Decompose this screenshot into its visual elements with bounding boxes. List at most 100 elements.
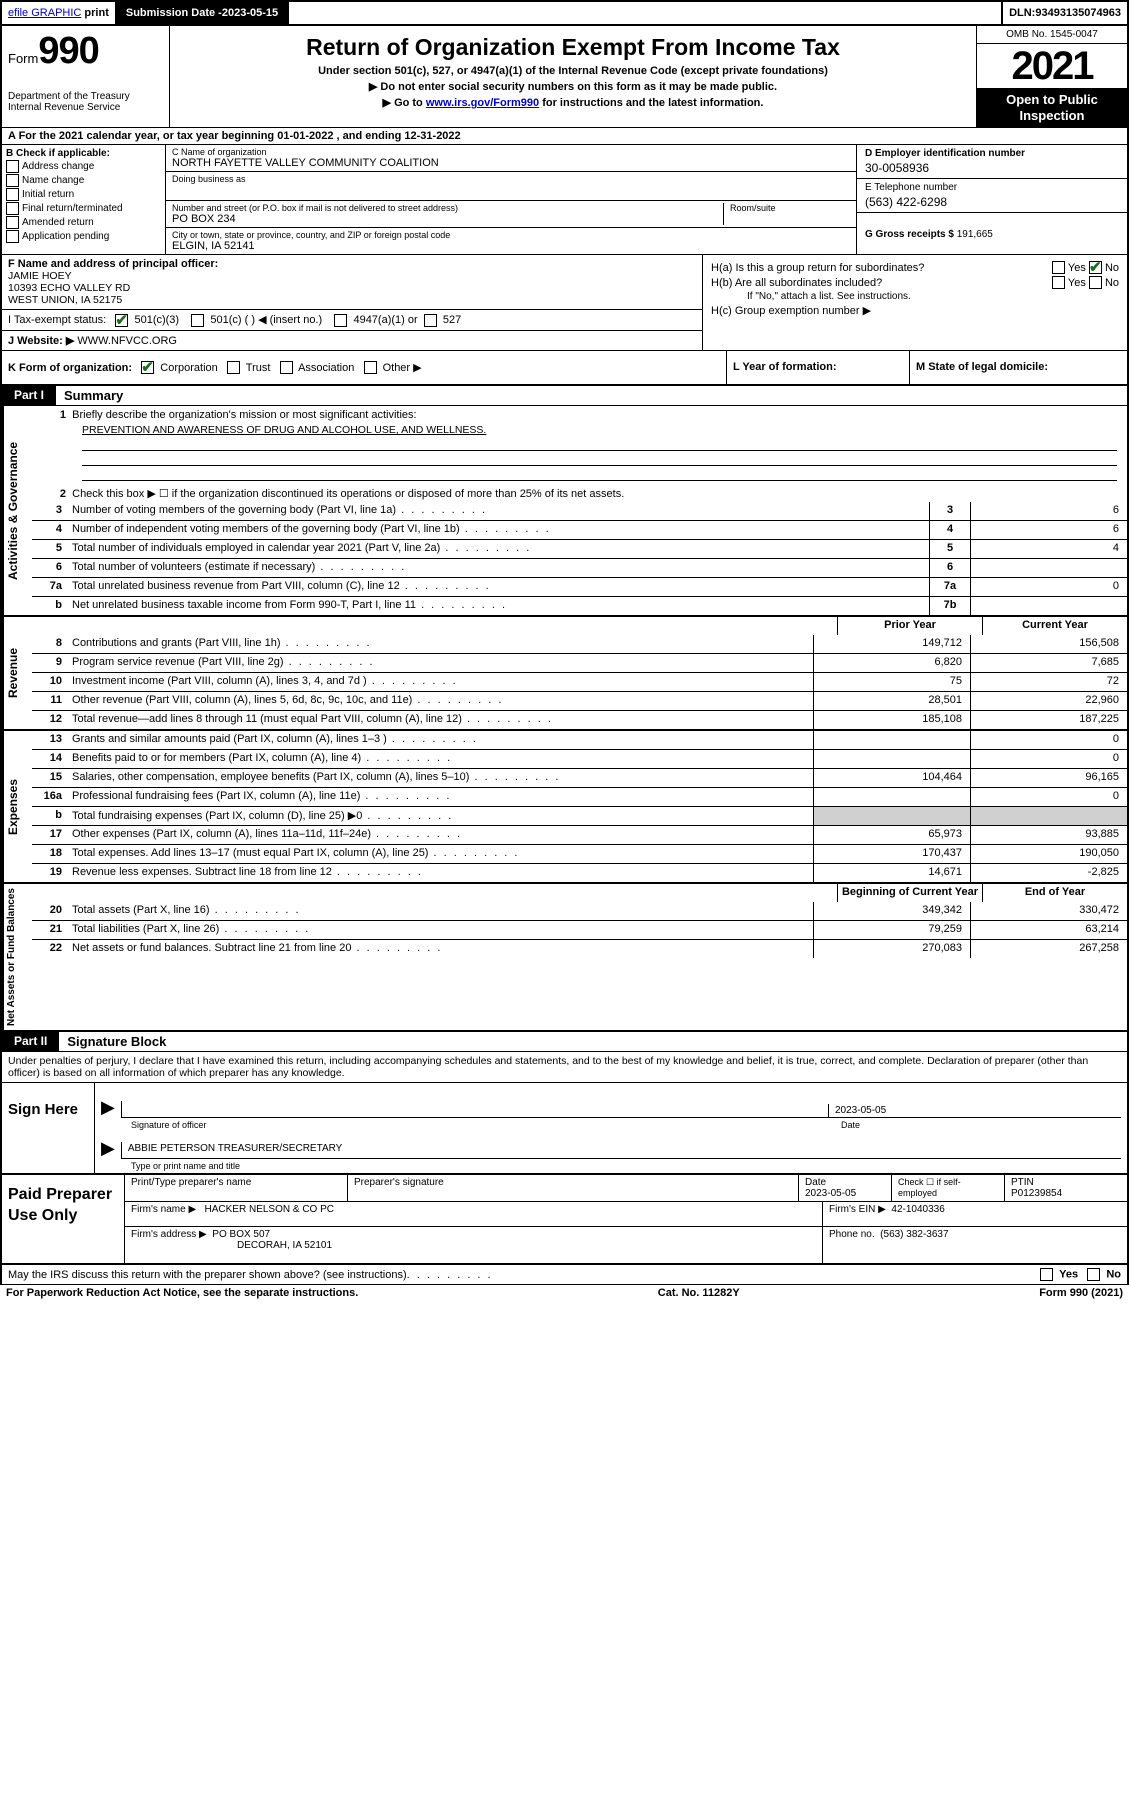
- part2-tag: Part II: [2, 1032, 59, 1051]
- form-word: Form: [8, 51, 38, 66]
- table-row: bTotal fundraising expenses (Part IX, co…: [32, 806, 1127, 825]
- open-to-public: Open to Public Inspection: [977, 88, 1127, 127]
- website-val: WWW.NFVCC.ORG: [77, 335, 177, 347]
- table-row: 19Revenue less expenses. Subtract line 1…: [32, 863, 1127, 882]
- table-row: 20Total assets (Part X, line 16)349,3423…: [32, 902, 1127, 920]
- row-i-tax-status: I Tax-exempt status: 501(c)(3) 501(c) ( …: [2, 310, 702, 331]
- table-row: 9Program service revenue (Part VIII, lin…: [32, 653, 1127, 672]
- sig-caption-date: Date: [835, 1120, 1121, 1130]
- cb-ha-yes[interactable]: [1052, 261, 1065, 274]
- opt-501c3: 501(c)(3): [134, 314, 179, 326]
- table-row: 16aProfessional fundraising fees (Part I…: [32, 787, 1127, 806]
- firm-ein-val: 42-1040336: [891, 1204, 944, 1215]
- officer-name-field: ABBIE PETERSON TREASURER/SECRETARY: [121, 1142, 1121, 1159]
- officer-addr2: WEST UNION, IA 52175: [8, 294, 122, 306]
- cb-corp[interactable]: [141, 361, 154, 374]
- sign-block: Sign Here ▶ 2023-05-05 Signature of offi…: [0, 1083, 1129, 1175]
- subtitle-2: ▶ Do not enter social security numbers o…: [180, 80, 966, 93]
- cb-name-change[interactable]: Name change: [6, 174, 161, 187]
- penalty-text: Under penalties of perjury, I declare th…: [0, 1052, 1129, 1083]
- cb-hb-yes[interactable]: [1052, 276, 1065, 289]
- firm-addr1: PO BOX 507: [212, 1229, 270, 1240]
- table-row: 14Benefits paid to or for members (Part …: [32, 749, 1127, 768]
- firm-addr-label: Firm's address ▶: [131, 1229, 207, 1240]
- ha-text: H(a) Is this a group return for subordin…: [711, 262, 1052, 274]
- row-k: K Form of organization: Corporation Trus…: [0, 351, 1129, 387]
- table-row: 4Number of independent voting members of…: [32, 520, 1127, 539]
- block-bcd: B Check if applicable: Address change Na…: [0, 145, 1129, 255]
- sig-arrow-1: ▶: [101, 1097, 115, 1118]
- self-emp-cell[interactable]: Check ☐ if self-employed: [892, 1175, 1005, 1201]
- line-2: 2 Check this box ▶ ☐ if the organization…: [32, 481, 1127, 502]
- subtitle-3: ▶ Go to www.irs.gov/Form990 for instruct…: [180, 96, 966, 109]
- form-number: Form990: [8, 30, 163, 73]
- cb-4947[interactable]: [334, 314, 347, 327]
- sig-officer-field[interactable]: [121, 1101, 828, 1118]
- rev-header: Prior Year Current Year: [32, 617, 1127, 635]
- submission-label: Submission Date -: [126, 7, 222, 19]
- city-label: City or town, state or province, country…: [172, 230, 850, 240]
- gross-receipts-cell: G Gross receipts $ 191,665: [857, 213, 1127, 254]
- cb-discuss-yes[interactable]: [1040, 1268, 1053, 1281]
- prep-date-label: Date: [805, 1177, 826, 1188]
- table-row: 22Net assets or fund balances. Subtract …: [32, 939, 1127, 958]
- cb-501c[interactable]: [191, 314, 204, 327]
- form-title: Return of Organization Exempt From Incom…: [180, 34, 966, 61]
- cb-other[interactable]: [364, 361, 377, 374]
- col-c-org-info: C Name of organization NORTH FAYETTE VAL…: [166, 145, 856, 254]
- net-block: Net Assets or Fund Balances Beginning of…: [0, 884, 1129, 1032]
- opt-527: 527: [443, 314, 461, 326]
- line-1: 1 Briefly describe the organization's mi…: [32, 406, 1127, 424]
- submission-date-cell: Submission Date - 2023-05-15: [116, 2, 289, 24]
- sub3-pre: ▶ Go to: [383, 97, 426, 109]
- row-f-officer: F Name and address of principal officer:…: [2, 255, 702, 310]
- paid-preparer-block: Paid Preparer Use Only Print/Type prepar…: [0, 1175, 1129, 1265]
- h-c: H(c) Group exemption number ▶: [711, 304, 1119, 317]
- tax-status-label: I Tax-exempt status:: [8, 314, 106, 326]
- table-row: 3Number of voting members of the governi…: [32, 502, 1127, 520]
- print-link[interactable]: print: [84, 7, 108, 19]
- row-k-left: K Form of organization: Corporation Trus…: [2, 351, 727, 385]
- department: Department of the Treasury Internal Reve…: [8, 91, 163, 113]
- table-row: 6Total number of volunteers (estimate if…: [32, 558, 1127, 577]
- cb-501c3[interactable]: [115, 314, 128, 327]
- cb-amended-return[interactable]: Amended return: [6, 216, 161, 229]
- prep-name-label: Print/Type preparer's name: [125, 1175, 348, 1201]
- header-mid: Return of Organization Exempt From Incom…: [170, 26, 976, 127]
- cb-initial-return[interactable]: Initial return: [6, 188, 161, 201]
- cb-527[interactable]: [424, 314, 437, 327]
- col-fij: F Name and address of principal officer:…: [2, 255, 703, 350]
- header-right: OMB No. 1545-0047 2021 Open to Public In…: [976, 26, 1127, 127]
- gross-label: G Gross receipts $: [865, 229, 957, 240]
- sig-caption-2: Type or print name and title: [125, 1161, 240, 1171]
- prep-date-val: 2023-05-05: [805, 1188, 856, 1199]
- net-lines: 20Total assets (Part X, line 16)349,3423…: [32, 902, 1127, 958]
- table-row: 7aTotal unrelated business revenue from …: [32, 577, 1127, 596]
- paid-row-1: Print/Type preparer's name Preparer's si…: [125, 1175, 1127, 1202]
- cb-assoc[interactable]: [280, 361, 293, 374]
- cb-ha-no[interactable]: [1089, 261, 1102, 274]
- top-bar-spacer: [289, 2, 1002, 24]
- ptin-label: PTIN: [1011, 1177, 1034, 1188]
- firm-phone-cell: Phone no. (563) 382-3637: [823, 1227, 1127, 1263]
- expenses-block: Expenses 13Grants and similar amounts pa…: [0, 731, 1129, 884]
- cb-app-pending[interactable]: Application pending: [6, 230, 161, 243]
- cb-discuss-no[interactable]: [1087, 1268, 1100, 1281]
- row-a-begin: 01-01-2022: [277, 130, 333, 142]
- row-l-formation: L Year of formation:: [727, 351, 910, 385]
- row-a-end: 12-31-2022: [404, 130, 460, 142]
- cb-trust[interactable]: [227, 361, 240, 374]
- m-label: M State of legal domicile:: [916, 361, 1048, 373]
- irs-link[interactable]: www.irs.gov/Form990: [426, 97, 539, 109]
- cb-final-return[interactable]: Final return/terminated: [6, 202, 161, 215]
- table-row: 13Grants and similar amounts paid (Part …: [32, 731, 1127, 749]
- ptin-cell: PTIN P01239854: [1005, 1175, 1127, 1201]
- cb-address-change[interactable]: Address change: [6, 160, 161, 173]
- rev-lines: 8Contributions and grants (Part VIII, li…: [32, 635, 1127, 729]
- table-row: bNet unrelated business taxable income f…: [32, 596, 1127, 615]
- h-a: H(a) Is this a group return for subordin…: [711, 261, 1119, 274]
- org-name-label: C Name of organization: [172, 147, 850, 157]
- efile-link[interactable]: efile GRAPHIC: [8, 7, 81, 19]
- part2-title: Signature Block: [59, 1032, 174, 1051]
- cb-hb-no[interactable]: [1089, 276, 1102, 289]
